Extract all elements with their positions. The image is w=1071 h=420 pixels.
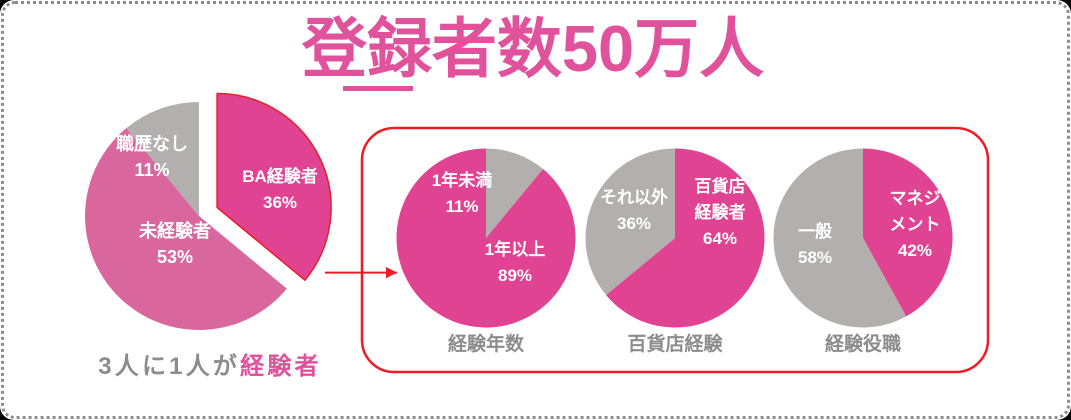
svg-text:経験年数: 経験年数	[448, 332, 525, 355]
svg-text:36%: 36%	[617, 214, 651, 233]
svg-text:登録者数50万人: 登録者数50万人	[301, 12, 764, 85]
svg-text:百貨店経験: 百貨店経験	[627, 332, 723, 355]
svg-text:メント: メント	[890, 215, 941, 234]
svg-text:1年未満: 1年未満	[432, 170, 492, 190]
svg-text:百貨店: 百貨店	[695, 176, 746, 196]
svg-text:58%: 58%	[798, 248, 832, 267]
svg-text:BA経験者: BA経験者	[242, 166, 318, 186]
svg-text:1年以上: 1年以上	[485, 239, 545, 259]
svg-text:未経験者: 未経験者	[139, 220, 211, 241]
svg-text:経験者: 経験者	[695, 202, 746, 222]
svg-text:89%: 89%	[498, 266, 532, 285]
svg-text:42%: 42%	[898, 241, 932, 260]
svg-text:3人に1人が経験者: 3人に1人が経験者	[98, 352, 322, 380]
svg-text:11%: 11%	[445, 197, 478, 216]
svg-text:職歴なし: 職歴なし	[116, 133, 188, 154]
svg-text:36%: 36%	[263, 193, 297, 212]
svg-text:53%: 53%	[157, 247, 193, 267]
svg-text:経験役職: 経験役職	[825, 332, 901, 355]
svg-text:マネジ: マネジ	[890, 189, 941, 208]
svg-text:11%: 11%	[134, 160, 169, 180]
svg-text:それ以外: それ以外	[600, 187, 668, 207]
svg-text:一般: 一般	[798, 221, 832, 241]
svg-text:64%: 64%	[703, 229, 737, 248]
